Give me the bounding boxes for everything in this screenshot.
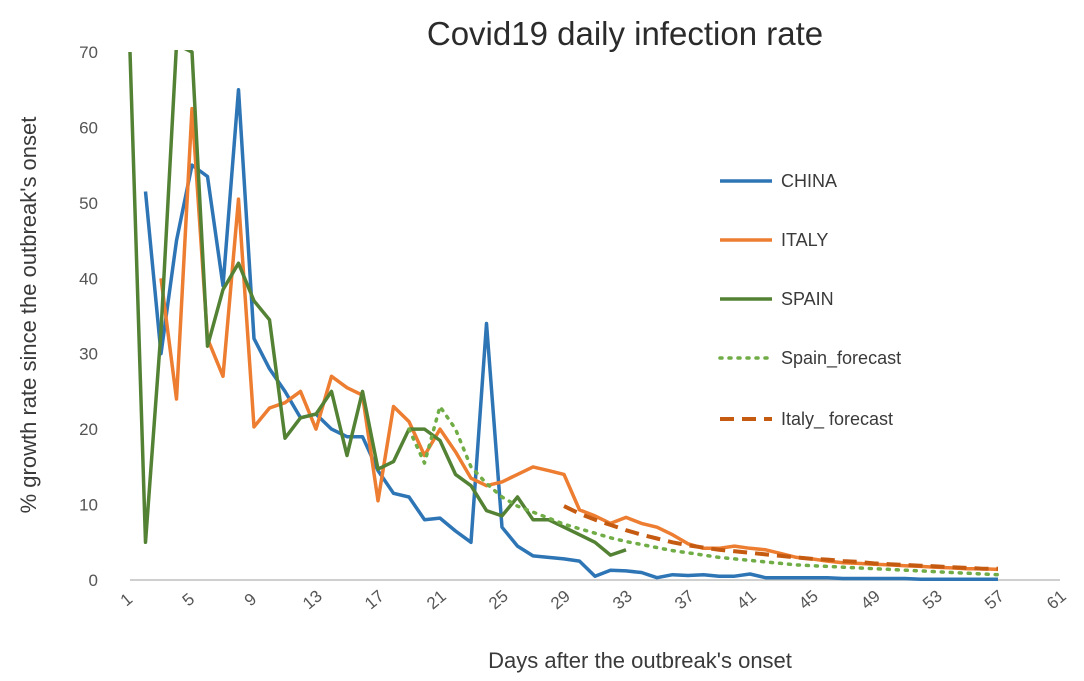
legend-label: CHINA	[781, 171, 837, 191]
x-tick-label: 33	[609, 586, 636, 613]
x-tick-label: 9	[241, 589, 260, 610]
series-lines	[128, 50, 1000, 581]
y-tick-label: 0	[89, 571, 98, 590]
y-tick-label: 20	[79, 420, 98, 439]
series-line-china	[143, 87, 998, 581]
x-tick-label: 37	[671, 586, 698, 613]
x-tick-label: 49	[857, 586, 884, 613]
chart-title: Covid19 daily infection rate	[427, 15, 823, 52]
x-tick-labels: 1 5 9 13 17 21 25 29 33 37 41 45 49 53 57 61	[117, 586, 1070, 613]
y-tick-label: 60	[79, 118, 98, 137]
legend: CHINA ITALY SPAIN Spain_forecast Italy_ fore…	[718, 171, 901, 430]
x-tick-label: 25	[485, 586, 512, 613]
legend-label: Italy_ forecast	[781, 409, 893, 430]
x-tick-label: 53	[919, 586, 946, 613]
y-tick-label: 10	[79, 496, 98, 515]
x-tick-label: 5	[179, 589, 198, 610]
x-tick-label: 41	[733, 586, 760, 613]
y-axis-label: % growth rate since the outbreak's onset	[16, 117, 41, 514]
x-tick-label: 21	[423, 586, 450, 613]
x-tick-label: 57	[981, 586, 1008, 613]
y-tick-label: 30	[79, 345, 98, 364]
y-tick-label: 50	[79, 194, 98, 213]
series-line-italy-forecast	[563, 504, 998, 571]
x-axis-label: Days after the outbreak's onset	[488, 648, 792, 673]
y-tick-labels: 0 10 20 30 40 50 60 70	[79, 43, 98, 590]
x-tick-label: 61	[1043, 586, 1070, 613]
series-line-italy	[159, 106, 999, 572]
series-line-spain	[128, 50, 627, 557]
y-tick-label: 70	[79, 43, 98, 62]
legend-label: ITALY	[781, 230, 828, 250]
legend-label: SPAIN	[781, 289, 834, 309]
x-tick-label: 17	[361, 586, 388, 613]
y-tick-label: 40	[79, 269, 98, 288]
x-tick-label: 45	[795, 586, 822, 613]
series-line-spain-forecast	[407, 404, 1000, 577]
x-tick-label: 29	[547, 586, 574, 613]
x-tick-label: 13	[299, 586, 326, 613]
legend-label: Spain_forecast	[781, 348, 901, 369]
x-tick-label: 1	[117, 589, 136, 610]
